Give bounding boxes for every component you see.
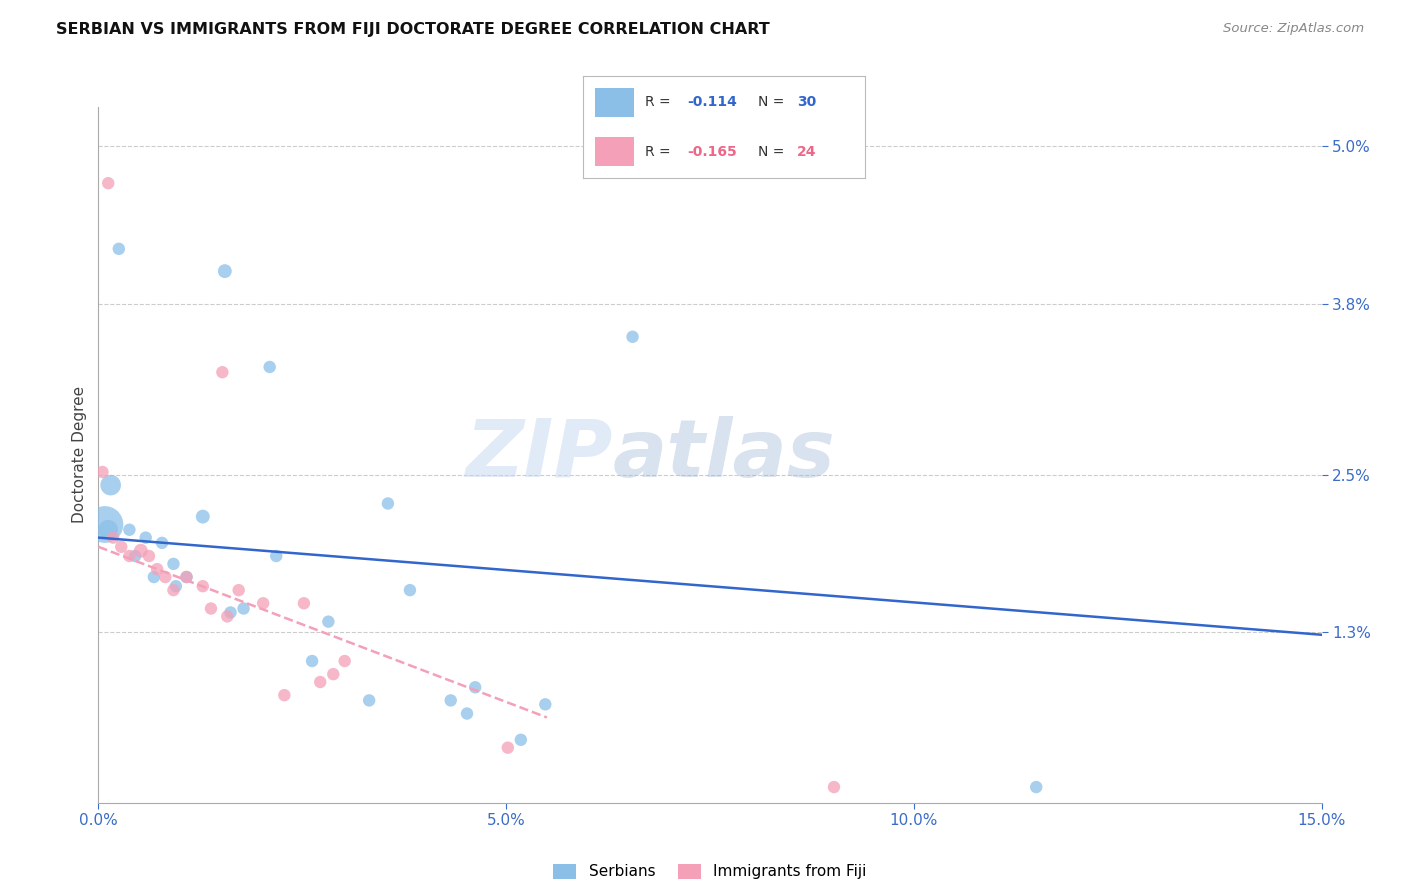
Text: -0.165: -0.165 <box>688 145 737 159</box>
Point <box>211 365 233 379</box>
Point <box>219 606 242 620</box>
Point <box>91 465 114 479</box>
Legend: Serbians, Immigrants from Fiji: Serbians, Immigrants from Fiji <box>547 857 873 886</box>
Point <box>110 540 132 554</box>
Point <box>456 706 478 721</box>
Point <box>155 570 177 584</box>
Point <box>534 698 557 712</box>
Text: SERBIAN VS IMMIGRANTS FROM FIJI DOCTORATE DEGREE CORRELATION CHART: SERBIAN VS IMMIGRANTS FROM FIJI DOCTORAT… <box>56 22 770 37</box>
Point <box>97 523 120 537</box>
Point <box>191 509 214 524</box>
Y-axis label: Doctorate Degree: Doctorate Degree <box>72 386 87 524</box>
Point <box>108 242 131 256</box>
Point <box>135 531 157 545</box>
Point <box>124 549 146 563</box>
Text: R =: R = <box>645 95 675 110</box>
Point <box>150 536 173 550</box>
Point <box>138 549 160 563</box>
Point <box>146 562 169 576</box>
Text: N =: N = <box>758 145 789 159</box>
Point <box>309 675 332 690</box>
Point <box>464 680 486 694</box>
Point <box>322 667 344 681</box>
Point <box>100 478 122 492</box>
Point <box>440 693 463 707</box>
Point <box>823 780 845 794</box>
Point <box>301 654 323 668</box>
Point <box>509 732 531 747</box>
Point <box>176 570 198 584</box>
Point <box>176 570 198 584</box>
Point <box>191 579 214 593</box>
Point <box>118 549 141 563</box>
Text: 24: 24 <box>797 145 817 159</box>
Point <box>162 583 184 598</box>
Point <box>97 176 120 190</box>
Point <box>129 543 152 558</box>
Point <box>165 579 187 593</box>
Point <box>264 549 287 563</box>
Point <box>94 517 117 532</box>
Point <box>621 330 644 344</box>
Text: Source: ZipAtlas.com: Source: ZipAtlas.com <box>1223 22 1364 36</box>
Point <box>228 583 250 598</box>
Text: -0.114: -0.114 <box>688 95 737 110</box>
Point <box>214 264 236 278</box>
Point <box>101 531 124 545</box>
Point <box>118 523 141 537</box>
Point <box>162 557 184 571</box>
Point <box>259 359 281 374</box>
Point <box>496 740 519 755</box>
Point <box>142 570 165 584</box>
Point <box>200 601 222 615</box>
Point <box>217 609 239 624</box>
FancyBboxPatch shape <box>595 88 634 117</box>
Point <box>292 596 315 610</box>
Point <box>273 688 295 702</box>
Text: R =: R = <box>645 145 675 159</box>
Point <box>377 496 399 510</box>
Point <box>318 615 340 629</box>
Point <box>252 596 274 610</box>
Point <box>359 693 381 707</box>
Point <box>333 654 356 668</box>
Text: atlas: atlas <box>612 416 835 494</box>
Point <box>232 601 254 615</box>
Point <box>399 583 422 598</box>
Text: ZIP: ZIP <box>465 416 612 494</box>
Text: 30: 30 <box>797 95 817 110</box>
Point <box>1025 780 1047 794</box>
FancyBboxPatch shape <box>595 137 634 166</box>
Text: N =: N = <box>758 95 789 110</box>
